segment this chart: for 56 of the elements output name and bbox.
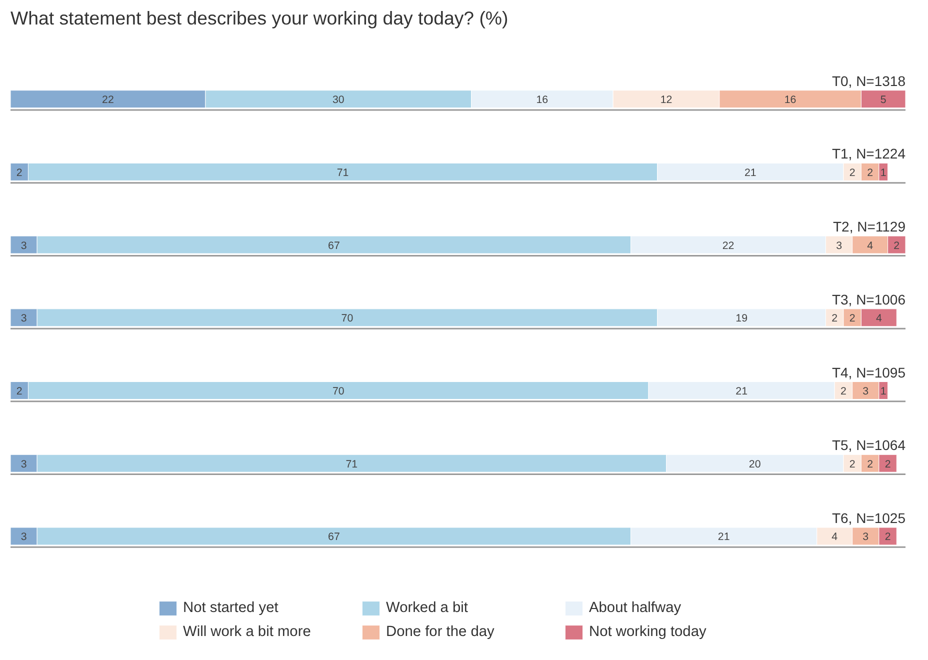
data-label: 3 <box>20 240 27 252</box>
data-label: 21 <box>744 166 756 179</box>
data-label: 4 <box>867 240 874 252</box>
data-label: 71 <box>336 166 349 179</box>
data-label: 2 <box>840 386 847 398</box>
data-label: 4 <box>876 312 882 325</box>
data-label: 70 <box>332 386 344 398</box>
data-label: 2 <box>849 166 856 179</box>
data-label: 2 <box>867 458 874 470</box>
data-label: 2 <box>849 458 856 470</box>
data-label: 70 <box>341 312 354 325</box>
data-label: 2 <box>894 240 900 252</box>
data-label: 22 <box>722 240 734 252</box>
y-tick-label: T2, N=1129 <box>832 218 906 235</box>
y-tick-label: T4, N=1095 <box>832 364 906 380</box>
legend-label: Done for the day <box>386 624 496 640</box>
legend-label: Not started yet <box>183 600 280 616</box>
data-label: 2 <box>867 166 874 179</box>
data-label: 21 <box>736 386 748 398</box>
data-label: 1 <box>880 386 886 398</box>
y-tick-label: T5, N=1064 <box>832 437 906 454</box>
data-label: 21 <box>718 531 730 544</box>
data-label: 5 <box>880 94 886 106</box>
data-label: 3 <box>20 458 27 470</box>
data-label: 2 <box>884 531 891 544</box>
data-label: 12 <box>660 94 672 106</box>
data-label: 3 <box>836 240 842 252</box>
data-label: 30 <box>332 94 344 106</box>
data-label: 16 <box>536 94 548 106</box>
data-label: 4 <box>832 531 838 544</box>
data-label: 2 <box>16 166 22 179</box>
data-label: 71 <box>346 458 358 470</box>
y-tick-label: T1, N=1224 <box>832 146 906 162</box>
data-label: 2 <box>832 312 838 325</box>
data-label: 2 <box>849 312 856 325</box>
y-tick-label: T0, N=1318 <box>832 72 906 89</box>
legend-label: Not working today <box>589 624 708 640</box>
legend-label: Will work a bit more <box>183 624 312 640</box>
data-label: 19 <box>736 312 748 325</box>
y-tick-label: T3, N=1006 <box>832 291 906 308</box>
y-tick-label: T6, N=1025 <box>832 510 906 526</box>
data-label: 22 <box>102 94 114 106</box>
data-label: 3 <box>20 312 27 325</box>
legend-label: Worked a bit <box>386 600 470 616</box>
data-label: 16 <box>784 94 796 106</box>
data-label: 3 <box>862 386 869 398</box>
data-label: 3 <box>862 531 869 544</box>
data-label: 67 <box>328 240 340 252</box>
data-label: 2 <box>16 386 22 398</box>
data-label: 67 <box>328 531 340 544</box>
data-label: 2 <box>884 458 891 470</box>
data-label: 3 <box>20 531 27 544</box>
chart-title: What statement best describes your working day today? (%) <box>10 8 508 28</box>
data-label: 1 <box>880 166 886 179</box>
data-label: 20 <box>748 458 761 470</box>
legend-label: About halfway <box>589 600 682 616</box>
